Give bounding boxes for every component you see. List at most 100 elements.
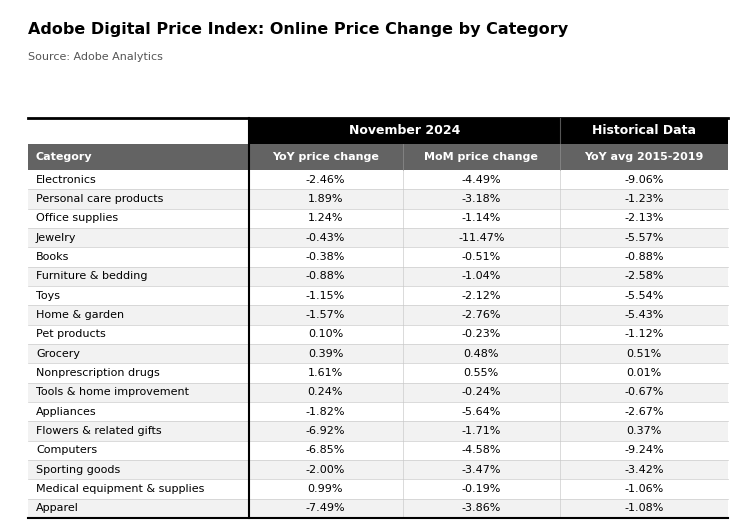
Bar bbox=[248, 421, 403, 440]
Bar bbox=[560, 440, 728, 460]
Bar bbox=[560, 383, 728, 402]
Text: Historical Data: Historical Data bbox=[592, 125, 696, 137]
Text: Flowers & related gifts: Flowers & related gifts bbox=[36, 426, 162, 436]
Text: -0.38%: -0.38% bbox=[306, 252, 345, 262]
Bar bbox=[560, 189, 728, 209]
Bar bbox=[403, 460, 560, 479]
Bar bbox=[248, 325, 403, 344]
Text: -6.92%: -6.92% bbox=[306, 426, 345, 436]
Bar bbox=[248, 286, 403, 305]
Bar bbox=[560, 209, 728, 228]
Bar bbox=[28, 421, 248, 440]
Text: -2.13%: -2.13% bbox=[624, 214, 664, 223]
Text: -1.15%: -1.15% bbox=[306, 290, 345, 301]
Bar bbox=[28, 402, 248, 421]
Bar bbox=[403, 364, 560, 383]
Text: -3.47%: -3.47% bbox=[461, 465, 501, 475]
Bar bbox=[403, 383, 560, 402]
Bar bbox=[248, 248, 403, 267]
Bar bbox=[28, 189, 248, 209]
Text: November 2024: November 2024 bbox=[349, 125, 460, 137]
Text: -0.88%: -0.88% bbox=[306, 271, 345, 281]
Text: Office supplies: Office supplies bbox=[36, 214, 118, 223]
Bar bbox=[403, 170, 560, 189]
Bar bbox=[403, 499, 560, 518]
Text: Toys: Toys bbox=[36, 290, 60, 301]
Bar bbox=[28, 344, 248, 364]
Bar bbox=[560, 248, 728, 267]
Text: 0.55%: 0.55% bbox=[464, 368, 499, 378]
Text: 0.24%: 0.24% bbox=[308, 387, 344, 398]
Text: Adobe Digital Price Index: Online Price Change by Category: Adobe Digital Price Index: Online Price … bbox=[28, 22, 568, 37]
Text: -1.06%: -1.06% bbox=[624, 484, 664, 494]
Bar bbox=[403, 144, 560, 170]
Text: Appliances: Appliances bbox=[36, 407, 97, 417]
Bar bbox=[560, 325, 728, 344]
Text: -7.49%: -7.49% bbox=[306, 504, 345, 514]
Text: Electronics: Electronics bbox=[36, 175, 97, 184]
Bar bbox=[248, 402, 403, 421]
Bar bbox=[403, 421, 560, 440]
Bar bbox=[403, 325, 560, 344]
Bar bbox=[248, 344, 403, 364]
Text: 0.39%: 0.39% bbox=[308, 349, 344, 359]
Text: YoY avg 2015-2019: YoY avg 2015-2019 bbox=[584, 152, 704, 162]
Bar bbox=[248, 440, 403, 460]
Bar bbox=[248, 228, 403, 248]
Bar bbox=[560, 460, 728, 479]
Bar bbox=[403, 189, 560, 209]
Bar bbox=[248, 144, 403, 170]
Text: -9.24%: -9.24% bbox=[624, 445, 664, 455]
Text: -5.57%: -5.57% bbox=[624, 233, 664, 243]
Text: Personal care products: Personal care products bbox=[36, 194, 164, 204]
Bar bbox=[28, 248, 248, 267]
Bar bbox=[560, 499, 728, 518]
Text: -5.64%: -5.64% bbox=[461, 407, 501, 417]
Text: -0.51%: -0.51% bbox=[461, 252, 501, 262]
Bar bbox=[403, 209, 560, 228]
Bar bbox=[560, 479, 728, 499]
Bar bbox=[248, 267, 403, 286]
Text: 1.61%: 1.61% bbox=[308, 368, 343, 378]
Text: -2.58%: -2.58% bbox=[624, 271, 664, 281]
Bar bbox=[560, 364, 728, 383]
Text: 0.37%: 0.37% bbox=[626, 426, 662, 436]
Text: -0.88%: -0.88% bbox=[624, 252, 664, 262]
Text: -2.76%: -2.76% bbox=[461, 310, 501, 320]
Text: Nonprescription drugs: Nonprescription drugs bbox=[36, 368, 160, 378]
Text: Books: Books bbox=[36, 252, 69, 262]
Text: 1.89%: 1.89% bbox=[308, 194, 344, 204]
Bar bbox=[560, 170, 728, 189]
Bar bbox=[403, 248, 560, 267]
Text: 0.51%: 0.51% bbox=[626, 349, 662, 359]
Bar bbox=[403, 402, 560, 421]
Text: -1.71%: -1.71% bbox=[461, 426, 501, 436]
Text: Pet products: Pet products bbox=[36, 329, 106, 339]
Text: -1.08%: -1.08% bbox=[624, 504, 664, 514]
Bar bbox=[28, 325, 248, 344]
Bar bbox=[248, 189, 403, 209]
Bar bbox=[403, 344, 560, 364]
Text: -2.67%: -2.67% bbox=[624, 407, 664, 417]
Text: Medical equipment & supplies: Medical equipment & supplies bbox=[36, 484, 204, 494]
Text: Sporting goods: Sporting goods bbox=[36, 465, 120, 475]
Bar bbox=[28, 267, 248, 286]
Bar bbox=[560, 267, 728, 286]
Text: Furniture & bedding: Furniture & bedding bbox=[36, 271, 148, 281]
Text: 0.99%: 0.99% bbox=[308, 484, 344, 494]
Text: -1.23%: -1.23% bbox=[624, 194, 664, 204]
Text: -2.46%: -2.46% bbox=[306, 175, 345, 184]
Bar bbox=[403, 479, 560, 499]
Text: -9.06%: -9.06% bbox=[624, 175, 664, 184]
Bar bbox=[28, 364, 248, 383]
Text: -6.85%: -6.85% bbox=[306, 445, 345, 455]
Bar bbox=[403, 440, 560, 460]
Bar bbox=[248, 383, 403, 402]
Text: YoY price change: YoY price change bbox=[272, 152, 379, 162]
Text: -1.14%: -1.14% bbox=[461, 214, 501, 223]
Bar bbox=[28, 499, 248, 518]
Text: Source: Adobe Analytics: Source: Adobe Analytics bbox=[28, 52, 163, 62]
Text: 0.48%: 0.48% bbox=[464, 349, 499, 359]
Text: Tools & home improvement: Tools & home improvement bbox=[36, 387, 189, 398]
Text: -5.54%: -5.54% bbox=[624, 290, 664, 301]
